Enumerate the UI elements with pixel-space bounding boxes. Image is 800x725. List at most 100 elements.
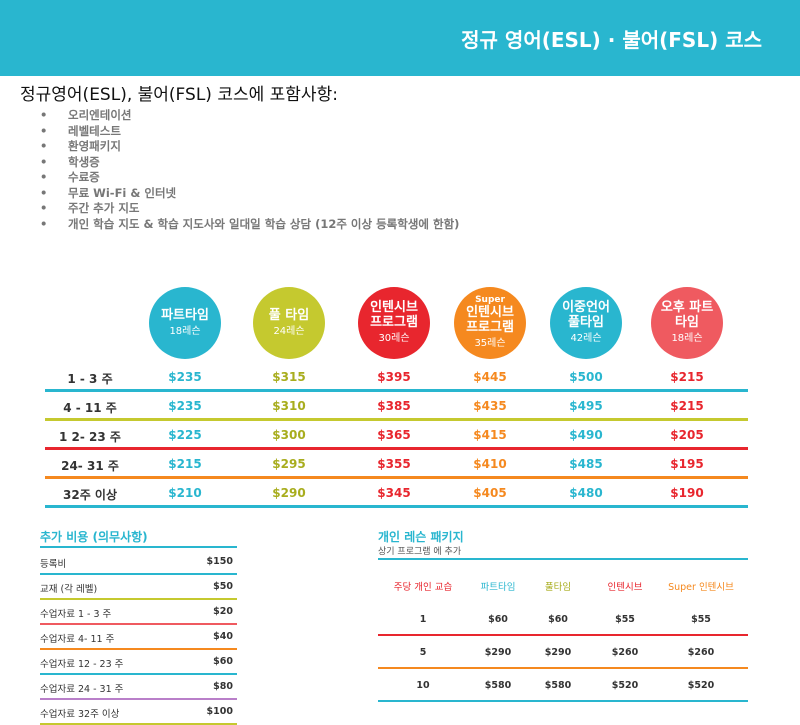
package-row: 10 $580 $580 $520 $520 (378, 669, 748, 702)
fee-divider (40, 573, 237, 575)
price-cell: $235 (168, 399, 202, 413)
package-cell: $60 (488, 614, 508, 625)
price-cell: $190 (670, 486, 704, 500)
fee-label: 수업자료 12 - 23 주 (40, 659, 124, 670)
fee-row: 수업자료 24 - 31 주 $80 (40, 675, 237, 700)
program-super-label: Super (475, 295, 505, 305)
fee-label: 수업자료 1 - 3 주 (40, 609, 112, 620)
package-cell: $55 (691, 614, 711, 625)
program-name: 풀 타임 (268, 307, 310, 323)
package-cell: $260 (611, 647, 639, 658)
price-cell: $235 (168, 370, 202, 384)
row-divider (45, 447, 748, 450)
package-cell: 5 (419, 647, 427, 658)
fee-label: 수업자료 4- 11 주 (40, 634, 115, 645)
package-cell: 1 (419, 614, 427, 625)
inclusion-item: • 개인 학습 지도 & 학습 지도사와 일대일 학습 상담 (12주 이상 등록… (40, 217, 459, 233)
bullet-icon: • (40, 185, 48, 200)
price-row: 24- 31 주 $215 $295 $355 $410 $485 $195 (45, 453, 748, 479)
price-cell: $495 (569, 399, 603, 413)
fee-amount: $150 (206, 556, 233, 567)
fee-amount: $40 (213, 631, 233, 642)
packages-subtitle: 상기 프로그램 에 추가 (378, 547, 462, 557)
package-row: 5 $290 $290 $260 $260 (378, 636, 748, 669)
fee-label: 등록비 (40, 559, 67, 570)
fee-amount: $50 (213, 581, 233, 592)
fee-row: 수업자료 4- 11 주 $40 (40, 625, 237, 650)
bullet-icon: • (40, 216, 48, 231)
package-divider (378, 667, 748, 669)
inclusion-item: • 수료증 (40, 170, 459, 186)
program-circle: 인텐시브 프로그램 30레슨 (358, 287, 430, 359)
bullet-icon: • (40, 154, 48, 169)
package-cell: $290 (544, 647, 572, 658)
program-name: 파트타임 (161, 307, 209, 323)
inclusion-text: 레벨테스트 (68, 123, 121, 138)
package-cell: $55 (615, 614, 635, 625)
price-cell: $215 (670, 370, 704, 384)
price-cell: $345 (377, 486, 411, 500)
price-cell: $215 (168, 457, 202, 471)
row-divider (45, 505, 748, 508)
price-cell: $490 (569, 428, 603, 442)
price-cell: $290 (272, 486, 306, 500)
page-title: 정규 영어(ESL) · 불어(FSL) 코스 (461, 28, 762, 52)
fee-label: 수업자료 24 - 31 주 (40, 684, 124, 695)
bullet-icon: • (40, 108, 48, 122)
packages-title: 개인 레슨 패키지 (378, 530, 464, 544)
program-lessons: 42레슨 (570, 333, 602, 344)
price-row: 4 - 11 주 $235 $310 $385 $435 $495 $215 (45, 395, 748, 421)
price-cell: $480 (569, 486, 603, 500)
price-cell: $195 (670, 457, 704, 471)
price-cell: $410 (473, 457, 507, 471)
price-cell: $395 (377, 370, 411, 384)
price-cell: $210 (168, 486, 202, 500)
inclusion-text: 개인 학습 지도 & 학습 지도사와 일대일 학습 상담 (12주 이상 등록학… (68, 216, 460, 231)
weeks-label: 32주 이상 (63, 488, 117, 502)
fee-label: 수업자료 32주 이상 (40, 709, 120, 720)
fees-title-rule (40, 546, 237, 548)
inclusion-item: • 오리엔테이션 (40, 108, 459, 124)
price-cell: $445 (473, 370, 507, 384)
header-banner: 정규 영어(ESL) · 불어(FSL) 코스 (0, 0, 800, 76)
inclusion-text: 학생증 (68, 154, 100, 169)
fee-amount: $20 (213, 606, 233, 617)
inclusions-heading: 정규영어(ESL), 불어(FSL) 코스에 포함사항: (20, 85, 338, 105)
inclusions-list: • 오리엔테이션 • 레벨테스트 • 환영패키지 • 학생증 • 수료증 • 무료 Wi-Fi & 인… (40, 108, 459, 232)
bullet-icon: • (40, 170, 48, 184)
fees-title: 추가 비용 (의무사항) (40, 530, 148, 544)
row-divider (45, 476, 748, 479)
inclusion-item: • 학생증 (40, 155, 459, 171)
program-name: 이중언어 풀타임 (562, 300, 610, 330)
fee-row: 등록비 $150 (40, 550, 237, 575)
package-cell: $580 (484, 680, 512, 691)
program-lessons: 18레슨 (671, 333, 703, 344)
program-lessons: 18레슨 (169, 325, 201, 337)
inclusion-text: 수료증 (68, 170, 100, 184)
fee-label: 교재 (각 레벨) (40, 584, 98, 595)
package-cell: 10 (416, 680, 430, 691)
bullet-icon: • (40, 201, 48, 215)
bullet-icon: • (40, 139, 48, 153)
price-cell: $300 (272, 428, 306, 442)
fee-amount: $60 (213, 656, 233, 667)
program-circle: 이중언어 풀타임 42레슨 (550, 287, 622, 359)
price-cell: $485 (569, 457, 603, 471)
fee-divider (40, 648, 237, 650)
inclusion-item: • 주간 추가 지도 (40, 201, 459, 217)
fee-divider (40, 673, 237, 675)
bullet-icon: • (40, 123, 48, 138)
price-cell: $215 (670, 399, 704, 413)
price-cell: $205 (670, 428, 704, 442)
program-name: 인텐시브 프로그램 (466, 305, 514, 335)
price-cell: $310 (272, 399, 306, 413)
price-cell: $315 (272, 370, 306, 384)
inclusion-text: 오리엔테이션 (68, 108, 132, 122)
inclusion-item: • 무료 Wi-Fi & 인터넷 (40, 186, 459, 202)
program-lessons: 30레슨 (378, 333, 410, 344)
price-cell: $405 (473, 486, 507, 500)
program-lessons: 24레슨 (273, 325, 305, 337)
price-cell: $355 (377, 457, 411, 471)
fee-row: 교재 (각 레벨) $50 (40, 575, 237, 600)
program-circle: Super 인텐시브 프로그램 35레슨 (454, 287, 526, 359)
